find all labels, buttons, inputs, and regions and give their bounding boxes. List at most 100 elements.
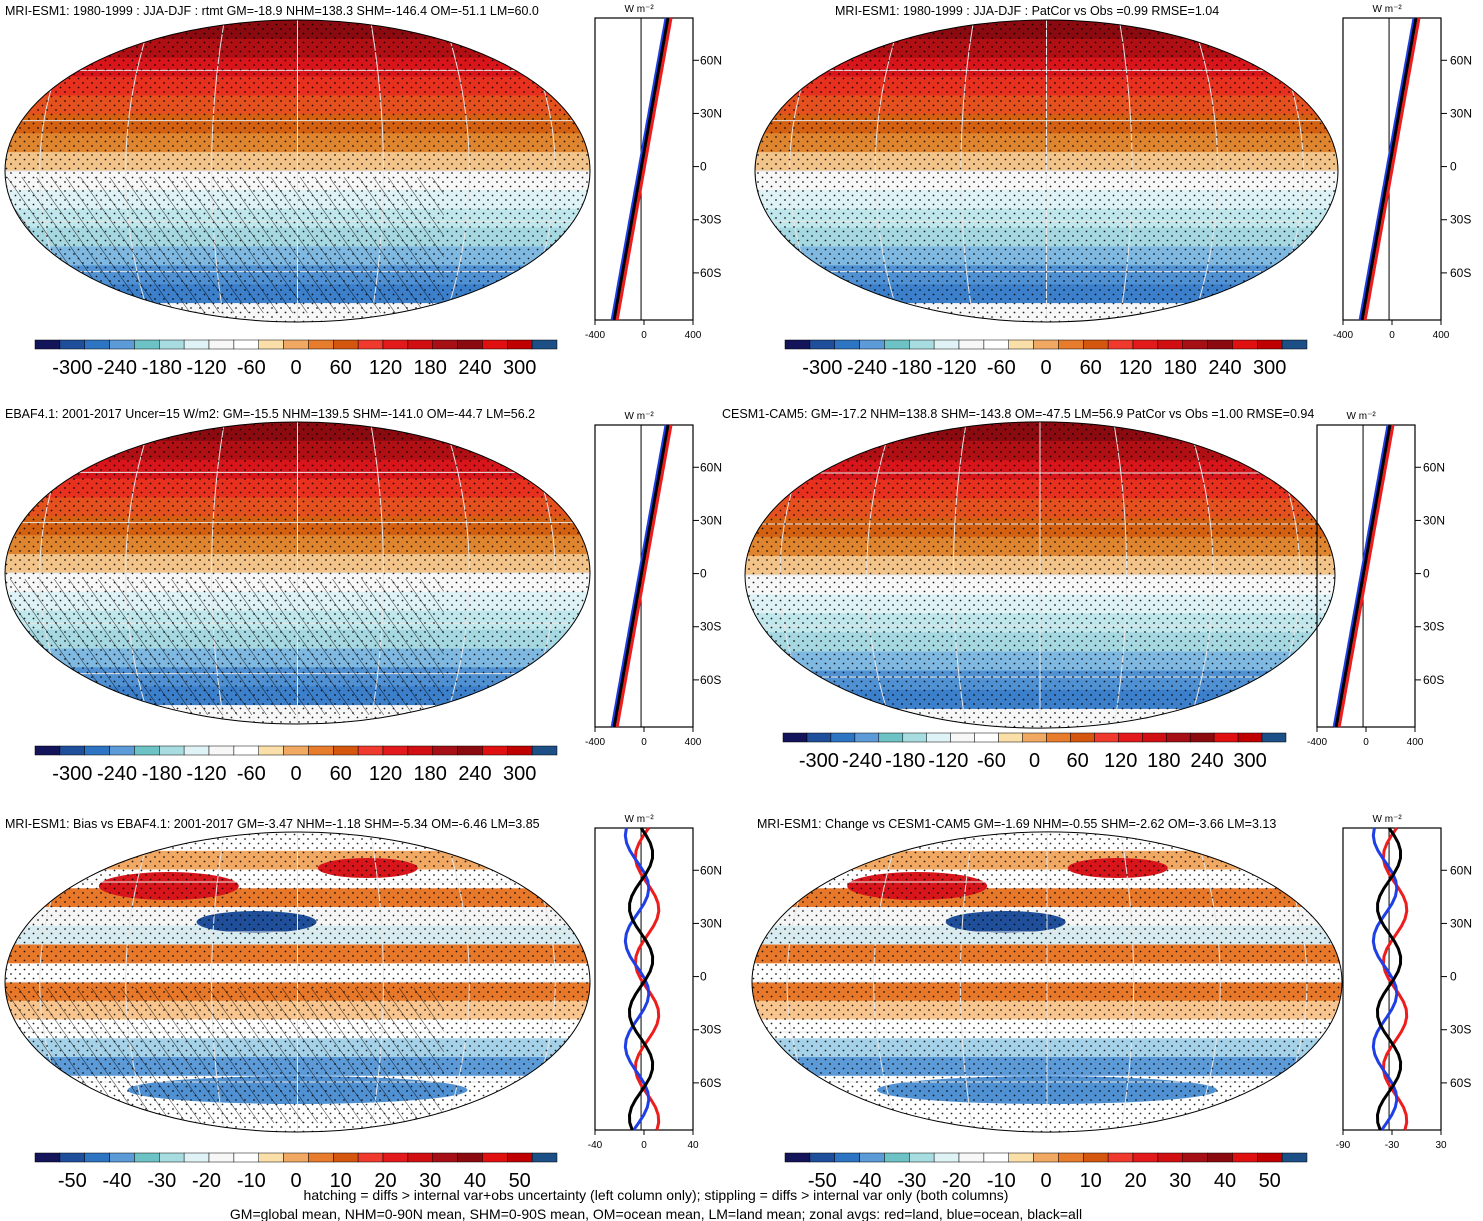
colorbar-swatch [1058,339,1084,350]
colorbar-swatch [1107,339,1134,350]
lat-label: 0 [700,567,707,581]
colorbar-swatch [84,1152,110,1163]
panel-3: EBAF4.1: 2001-2017 Uncer=15 W/m2: GM=-15… [4,407,722,785]
colorbar-swatch [333,745,359,756]
lat-label: 30N [700,513,722,527]
colorbar-swatch [834,1152,860,1163]
colorbar-swatch [333,339,359,350]
colorbar-swatch [432,745,458,756]
lat-label: 60S [700,266,721,280]
colorbar-swatch [958,339,985,350]
colorbar-swatch [1257,339,1283,350]
x-tick-label: -400 [585,737,605,748]
colorbar-label: 60 [330,763,352,785]
colorbar-swatch [333,1152,359,1163]
stippling [745,422,1335,728]
colorbar-swatch [308,1152,334,1163]
colorbar-swatch [1033,339,1059,350]
colorbar-label: -40 [853,1170,882,1192]
colorbar-swatch [884,339,910,350]
colorbar-swatch [1213,732,1239,743]
lat-label: 30S [1423,620,1444,634]
colorbar-swatch [1008,339,1034,350]
colorbar-swatch [782,732,808,743]
colorbar-swatch [183,745,210,756]
lat-label: 0 [1450,160,1457,174]
colorbar-label: 30 [419,1170,441,1192]
colorbar-swatch [59,339,86,350]
colorbar-swatch [950,732,975,743]
colorbar-swatch [859,339,885,350]
colorbar-swatch [809,339,836,350]
colorbar-swatch [784,1152,811,1163]
zonal-avg-plot: W m⁻² 60N 30N 0 30S 60S -400 0 400 [585,411,722,748]
colorbar-label: -300 [52,763,92,785]
unit-label: W m⁻² [625,411,655,422]
colorbar-swatch [1207,339,1233,350]
colorbar-swatch [34,339,61,350]
zonal-avg-plot: W m⁻² 60N 30N 0 30S 60S -40 0 40 [588,814,722,1151]
x-tick-label: 400 [685,330,702,341]
x-tick-label: 0 [1363,737,1369,748]
colorbar-swatch [933,339,960,350]
colorbar-label: 60 [1066,750,1088,772]
panel-title: MRI-ESM1: Bias vs EBAF4.1: 2001-2017 GM=… [5,817,540,831]
colorbar-swatch [1281,1152,1308,1163]
colorbar-swatch [208,339,235,350]
lat-label: 0 [1450,970,1457,984]
colorbar-label: -180 [142,763,182,785]
colorbar-label: 20 [1124,1170,1146,1192]
colorbar-label: 120 [369,763,402,785]
colorbar-swatch [1232,1152,1258,1163]
map [755,20,1338,323]
lat-label: 60S [1450,266,1471,280]
colorbar-swatch [208,745,235,756]
x-tick-label: 30 [1435,1140,1447,1151]
map-border [751,831,1343,1133]
zonal-avg-plot: W m⁻² 60N 30N 0 30S 60S -400 0 400 [1333,4,1472,341]
colorbar-swatch [382,1152,409,1163]
colorbar-swatch [84,745,110,756]
colorbar-swatch [183,339,210,350]
colorbar-swatch [183,1152,210,1163]
x-tick-label: -400 [1307,737,1327,748]
unit-label: W m⁻² [1347,411,1377,422]
colorbar-label: -300 [52,357,92,379]
map-border [754,19,1339,323]
colorbar-swatch [1107,1152,1134,1163]
colorbar-swatch [1142,732,1167,743]
x-tick-label: -40 [588,1140,603,1151]
colorbar-swatch [59,1152,86,1163]
colorbar-swatch [457,1152,483,1163]
colorbar-swatch [1083,339,1109,350]
colorbar: -50 -40 -30 -20 -10 0 10 20 30 40 50 [34,1152,558,1192]
lat-label: 60S [700,1076,721,1090]
colorbar-label: 300 [1233,750,1266,772]
colorbar-label: 60 [1080,357,1102,379]
colorbar-swatch [1261,732,1287,743]
colorbar: -300 -240 -180 -120 -60 0 60 120 180 240 300 [784,339,1308,379]
colorbar-label: -10 [237,1170,266,1192]
colorbar-label: -180 [142,357,182,379]
colorbar-label: 0 [290,1170,301,1192]
colorbar-label: 180 [1164,357,1197,379]
colorbar-label: 40 [1214,1170,1236,1192]
colorbar-swatch [806,732,832,743]
colorbar-swatch [308,339,334,350]
x-tick-label: 0 [641,1140,647,1151]
colorbar-label: 240 [1208,357,1241,379]
colorbar-swatch [933,1152,960,1163]
lat-label: 30N [1450,916,1472,930]
colorbar-label: -60 [237,763,266,785]
colorbar-swatch [258,339,284,350]
colorbar-label: 50 [1259,1170,1281,1192]
colorbar-label: 240 [1190,750,1223,772]
colorbar-swatch [1132,339,1159,350]
colorbar-swatch [233,339,260,350]
x-tick-label: 400 [1433,330,1450,341]
colorbar-label: -30 [147,1170,176,1192]
colorbar-label: 300 [503,763,536,785]
colorbar-swatch [407,339,434,350]
colorbar-label: -60 [987,357,1016,379]
colorbar-label: -60 [977,750,1006,772]
